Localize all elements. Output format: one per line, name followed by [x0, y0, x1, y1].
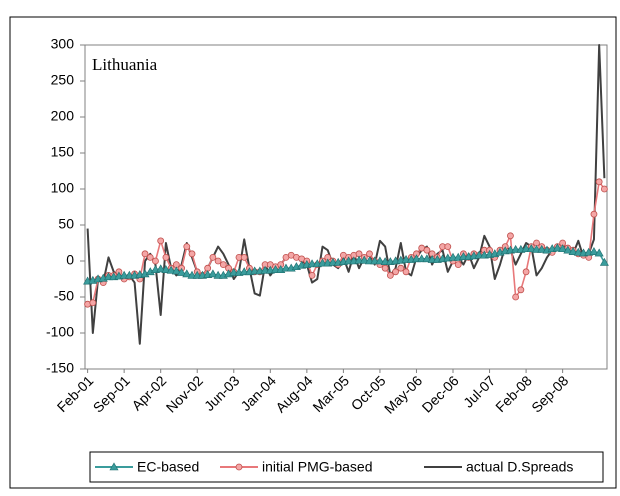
annotation: Lithuania — [92, 55, 158, 74]
data-point — [308, 271, 316, 279]
y-tick-label: 250 — [51, 72, 75, 88]
data-point — [359, 255, 369, 264]
y-tick-label: 300 — [51, 36, 75, 52]
data-point — [366, 250, 373, 258]
data-point — [219, 261, 227, 269]
data-point — [526, 244, 536, 253]
data-point — [573, 247, 583, 256]
data-point — [183, 243, 191, 251]
legend — [89, 451, 604, 483]
data-point — [177, 267, 187, 276]
data-point — [558, 244, 568, 253]
data-point — [156, 264, 166, 273]
data-point — [563, 245, 573, 254]
data-point — [444, 243, 452, 251]
data-point — [214, 257, 222, 265]
data-point — [537, 244, 547, 253]
data-point — [595, 178, 603, 186]
data-point — [188, 250, 196, 258]
data-point — [375, 256, 385, 265]
data-point — [594, 248, 604, 257]
data-point — [162, 253, 170, 261]
data-point — [454, 261, 462, 269]
data-point — [161, 265, 171, 273]
y-tick-label: 0 — [66, 252, 74, 268]
data-point — [392, 268, 399, 276]
y-tick-label: 150 — [51, 144, 75, 160]
data-point — [141, 250, 149, 258]
legend-label: actual D.Spreads — [466, 459, 573, 475]
data-point — [402, 268, 410, 276]
data-point — [89, 299, 97, 307]
data-point — [517, 286, 525, 294]
y-tick-label: -100 — [46, 324, 74, 340]
y-tick-label: 100 — [51, 180, 75, 196]
legend-label: initial PMG-based — [262, 459, 373, 475]
legend-marker — [235, 463, 243, 471]
data-point — [171, 266, 181, 275]
legend-label: EC-based — [137, 459, 199, 475]
data-point — [386, 271, 394, 279]
data-point — [157, 237, 165, 245]
data-point — [507, 232, 514, 240]
data-point — [552, 243, 562, 252]
y-tick-label: 50 — [58, 216, 74, 232]
data-point — [166, 265, 176, 274]
data-point — [589, 247, 599, 255]
data-point — [146, 253, 154, 261]
data-point — [522, 268, 530, 276]
data-point — [381, 264, 389, 272]
plot-area — [84, 44, 608, 370]
data-point — [182, 269, 192, 278]
data-point — [240, 253, 248, 261]
y-tick-label: -50 — [54, 288, 74, 304]
data-point — [152, 257, 159, 265]
data-point — [590, 210, 598, 218]
data-point — [397, 264, 405, 272]
legend-marker — [109, 462, 119, 471]
data-point — [568, 247, 578, 255]
y-tick-label: -150 — [46, 360, 74, 376]
data-point — [599, 257, 609, 266]
data-point — [422, 254, 432, 263]
data-point — [512, 293, 520, 301]
data-point — [209, 253, 217, 261]
data-point — [208, 269, 218, 278]
data-point — [600, 185, 608, 193]
data-point — [423, 246, 431, 254]
y-tick-label: 200 — [51, 108, 75, 124]
